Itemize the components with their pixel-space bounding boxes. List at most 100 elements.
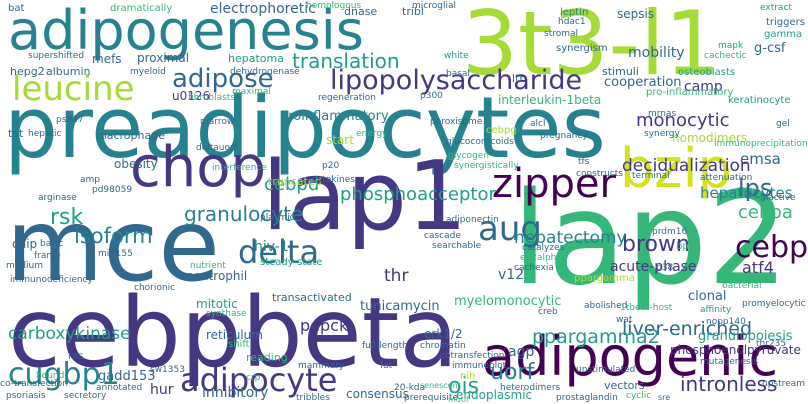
word-ois: ois — [448, 374, 480, 399]
word-synthase: synthase — [206, 309, 247, 319]
word-white: white — [444, 51, 469, 61]
word-ras: ras — [68, 351, 84, 362]
word-pregnancy: pregnancy — [540, 131, 588, 141]
word-creb: creb — [538, 307, 558, 317]
word-eif2alpha: eif2alpha — [520, 253, 562, 263]
word-osteoblasts: osteoblasts — [678, 67, 736, 78]
word-shift: shift — [228, 339, 250, 350]
word-immunoblot: immunoblot — [452, 361, 507, 371]
word-bacterial: bacterial — [722, 281, 762, 291]
word-sre: sre — [658, 393, 671, 402]
word-cebpbeta: cebpbeta — [8, 277, 459, 389]
word-3t3l1: 3t3-l1 — [462, 0, 721, 95]
word-gadd153: gadd153 — [98, 369, 156, 384]
word-mutagenesis: mutagenesis — [700, 357, 758, 367]
word-cytokines: cytokines — [312, 175, 355, 185]
word-basal: basal — [446, 69, 470, 79]
word-prerequisite: prerequisite — [404, 393, 458, 403]
word-motif: motif — [448, 395, 469, 404]
word-catalyzes: catalyzes — [522, 243, 565, 253]
word-intronless: intronless — [680, 372, 778, 396]
word-lps: lps — [738, 174, 773, 202]
word-isoform: isoform — [74, 224, 153, 248]
word-tunicamycin: tunicamycin — [360, 299, 440, 314]
word-hepatic: hepatic — [28, 129, 62, 139]
word-granulocyte: granulocyte — [184, 202, 304, 226]
word-leptin: leptin — [560, 7, 589, 18]
word-heterodimers: heterodimers — [500, 383, 561, 393]
word-reading: reading — [246, 351, 288, 364]
word-glucocorticoids: glucocorticoids — [446, 137, 514, 147]
word-basic: basic — [40, 239, 64, 249]
word-dnase: dnase — [344, 5, 378, 18]
word-hdac1: hdac1 — [558, 17, 586, 27]
word-promyelocytic: promyelocytic — [742, 299, 806, 309]
word-microglial: microglial — [412, 1, 456, 11]
word-atf4: atf4 — [742, 258, 774, 277]
word-gel: gel — [776, 119, 790, 129]
word-bp: bp — [676, 241, 689, 252]
word-pd98059: pd98059 — [92, 185, 133, 195]
word-p38: p38 — [656, 263, 674, 273]
word-transactivated: transactivated — [272, 291, 352, 304]
word-electrophoretic: electrophoretic — [210, 1, 316, 17]
word-obesity: obesity — [114, 157, 158, 171]
word-zipper: zipper — [492, 161, 616, 207]
word-endoplasmic: endoplasmic — [456, 388, 533, 402]
word-hepatocytes: hepatocytes — [700, 184, 793, 202]
word-interleukin-1beta: interleukin-1beta — [498, 93, 602, 107]
word-chip: chip — [12, 237, 38, 251]
word-hur: hur — [150, 382, 174, 398]
word-adipocyte: adipocyte — [180, 361, 338, 399]
word-cugbp1: cugbp1 — [8, 357, 120, 392]
word-nih: nih — [460, 371, 476, 382]
word-co-transfection: co-transfection — [0, 379, 68, 389]
word-unstimulated: unstimulated — [576, 365, 636, 375]
word-adipose: adipose — [172, 64, 274, 94]
word-p300: p300 — [420, 91, 443, 101]
word-leucine: leucine — [12, 69, 135, 109]
word-p20: p20 — [322, 161, 340, 171]
word-myelomonocytic: myelomonocytic — [454, 294, 562, 309]
word-abolished: abolished — [584, 301, 628, 311]
word-arginase: arginase — [38, 193, 77, 203]
word-preadipocytes: preadipocytes — [4, 79, 606, 178]
word-thr: thr — [384, 266, 409, 286]
word-start: start — [326, 133, 354, 147]
word-frame: frame — [34, 251, 61, 261]
word-chorionic: chorionic — [134, 283, 176, 293]
word-supershifted: supershifted — [28, 51, 85, 61]
word-interference: interference — [212, 163, 267, 173]
word-pro-inflammatory: pro-inflammatory — [646, 87, 734, 98]
word-phosphoacceptor: phosphoacceptor — [340, 184, 496, 205]
word-synergy: synergy — [644, 129, 680, 139]
word-liver-enriched: liver-enriched — [622, 318, 753, 340]
word-carboxykinase: carboxykinase — [8, 324, 131, 344]
word-lap2: lap2 — [512, 165, 789, 314]
word-cachexia: cachexia — [514, 263, 554, 273]
word-fibroblasts: fibroblasts — [188, 93, 236, 103]
word-lap1: lap1 — [262, 142, 468, 252]
word-synergistically: synergistically — [454, 161, 519, 171]
word-mitotic: mitotic — [196, 297, 238, 311]
word-bat: bat — [8, 3, 25, 14]
word-gcsf: g-csf — [754, 41, 786, 56]
word-uorf: uorf — [490, 360, 535, 385]
word-triggers: triggers — [766, 17, 805, 28]
word-ppargamma: ppargamma — [574, 273, 635, 284]
word-vectors: vectors — [604, 379, 645, 392]
word-cebp: cebp — [735, 230, 808, 265]
word-lipopolysaccharide: lipopolysaccharide — [330, 65, 583, 96]
word-tribbles: tribbles — [296, 393, 330, 403]
word-ps937: ps937 — [56, 115, 84, 125]
word-translation: translation — [292, 49, 400, 73]
word-mir-155: mir-155 — [98, 249, 133, 259]
word-mrnas: mrnas — [648, 109, 677, 119]
word-monocytic: monocytic — [636, 110, 730, 131]
word-rsk: rsk — [50, 205, 84, 230]
word-clonal: clonal — [688, 289, 727, 304]
word-terminal: terminal — [632, 171, 670, 181]
word-erk12: erk1/2 — [424, 327, 463, 341]
word-chop: chop — [130, 135, 267, 200]
